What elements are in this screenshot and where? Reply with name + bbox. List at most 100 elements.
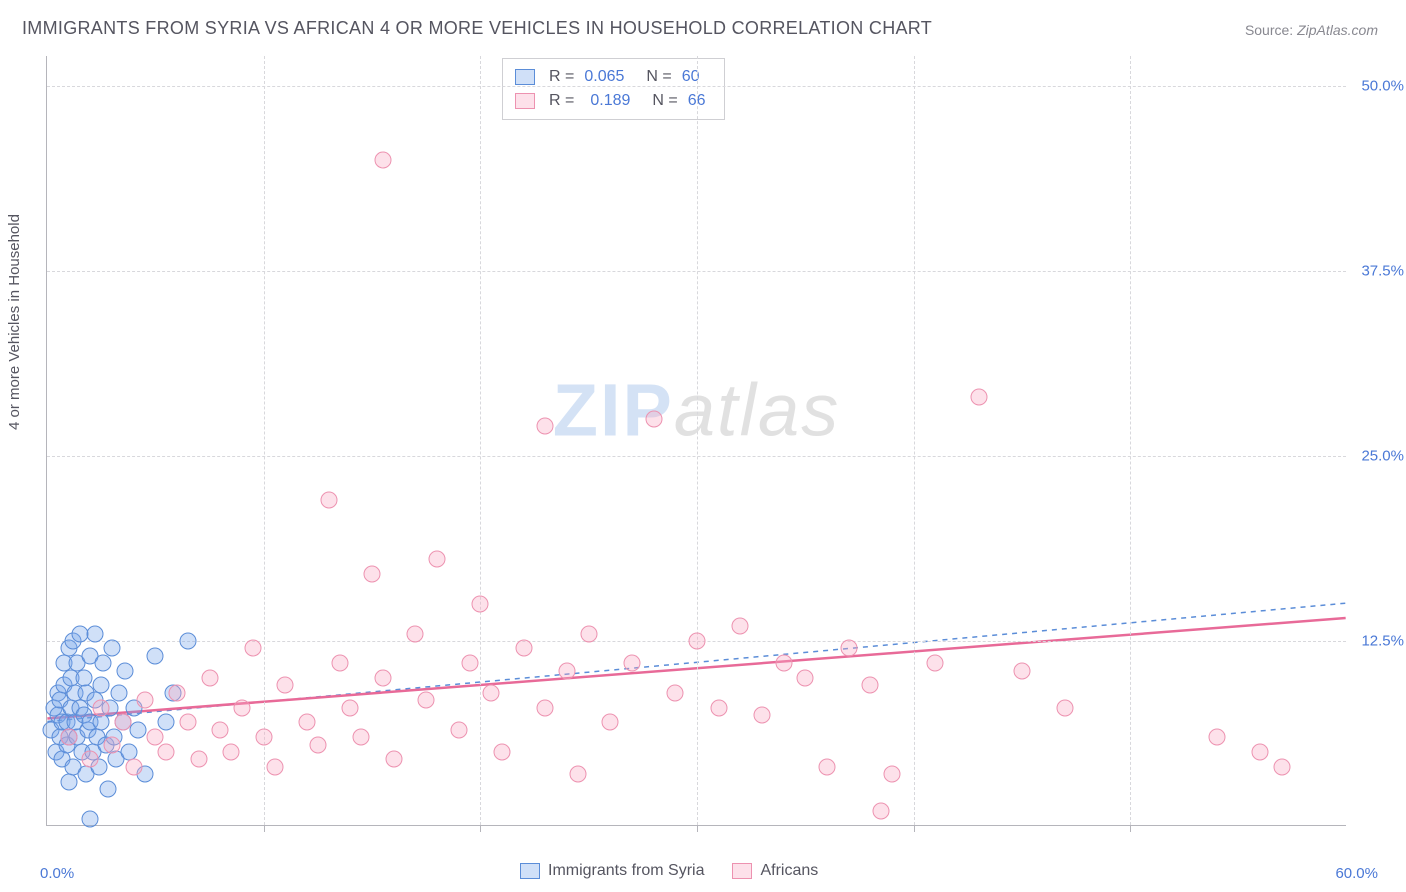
data-point xyxy=(450,721,467,738)
data-point xyxy=(710,699,727,716)
data-point xyxy=(86,625,103,642)
data-point xyxy=(1274,758,1291,775)
legend-item-african: Africans xyxy=(732,862,818,880)
data-point xyxy=(234,699,251,716)
x-tick xyxy=(264,825,265,832)
data-point xyxy=(407,625,424,642)
data-point xyxy=(819,758,836,775)
data-point xyxy=(104,736,121,753)
source-label: Source: xyxy=(1245,22,1293,38)
data-point xyxy=(364,566,381,583)
watermark-atlas: atlas xyxy=(674,368,840,451)
legend-item-syria: Immigrants from Syria xyxy=(520,862,704,880)
data-point xyxy=(60,773,77,790)
data-point xyxy=(1014,662,1031,679)
data-point xyxy=(732,618,749,635)
n-label: N = xyxy=(646,68,671,86)
data-point xyxy=(110,684,127,701)
data-point xyxy=(158,714,175,731)
data-point xyxy=(689,632,706,649)
data-point xyxy=(537,418,554,435)
y-tick-label: 25.0% xyxy=(1361,447,1404,464)
data-point xyxy=(99,780,116,797)
data-point xyxy=(82,810,99,827)
data-point xyxy=(255,729,272,746)
data-point xyxy=(93,714,110,731)
data-point xyxy=(559,662,576,679)
gridline-v xyxy=(914,56,915,825)
data-point xyxy=(136,692,153,709)
data-point xyxy=(130,721,147,738)
data-point xyxy=(840,640,857,657)
r-label: R = xyxy=(549,68,574,86)
y-axis-label: 4 or more Vehicles in Household xyxy=(6,214,23,430)
gridline-v xyxy=(1130,56,1131,825)
data-point xyxy=(331,655,348,672)
data-point xyxy=(299,714,316,731)
y-tick-label: 12.5% xyxy=(1361,632,1404,649)
data-point xyxy=(374,669,391,686)
data-point xyxy=(104,640,121,657)
data-point xyxy=(60,729,77,746)
data-point xyxy=(385,751,402,768)
data-point xyxy=(797,669,814,686)
y-tick-label: 50.0% xyxy=(1361,77,1404,94)
gridline-v xyxy=(480,56,481,825)
data-point xyxy=(342,699,359,716)
data-point xyxy=(223,743,240,760)
data-point xyxy=(114,714,131,731)
r-label: R = xyxy=(549,92,574,110)
data-point xyxy=(645,410,662,427)
data-point xyxy=(125,758,142,775)
data-point xyxy=(1252,743,1269,760)
data-point xyxy=(93,677,110,694)
x-axis-max-label: 60.0% xyxy=(1335,865,1378,882)
data-point xyxy=(775,655,792,672)
n-label: N = xyxy=(652,92,677,110)
x-tick xyxy=(1130,825,1131,832)
x-tick xyxy=(914,825,915,832)
x-axis-min-label: 0.0% xyxy=(40,865,74,882)
data-point xyxy=(1209,729,1226,746)
x-tick xyxy=(697,825,698,832)
data-point xyxy=(353,729,370,746)
r-value: 0.065 xyxy=(584,68,624,86)
data-point xyxy=(212,721,229,738)
data-point xyxy=(754,706,771,723)
data-point xyxy=(873,803,890,820)
x-tick xyxy=(480,825,481,832)
data-point xyxy=(179,714,196,731)
data-point xyxy=(309,736,326,753)
legend-label: Immigrants from Syria xyxy=(548,862,704,880)
data-point xyxy=(201,669,218,686)
scatter-plot-area: ZIPatlas R = 0.065 N = 60 R = 0.189 N = … xyxy=(46,56,1346,826)
data-point xyxy=(93,699,110,716)
data-point xyxy=(472,595,489,612)
data-point xyxy=(580,625,597,642)
data-point xyxy=(1057,699,1074,716)
data-point xyxy=(374,151,391,168)
chart-title: IMMIGRANTS FROM SYRIA VS AFRICAN 4 OR MO… xyxy=(22,18,932,39)
data-point xyxy=(862,677,879,694)
data-point xyxy=(418,692,435,709)
data-point xyxy=(147,647,164,664)
data-point xyxy=(320,492,337,509)
data-point xyxy=(884,766,901,783)
data-point xyxy=(494,743,511,760)
data-point xyxy=(569,766,586,783)
data-point xyxy=(667,684,684,701)
bottom-legend: Immigrants from Syria Africans xyxy=(520,862,818,880)
data-point xyxy=(179,632,196,649)
data-point xyxy=(277,677,294,694)
data-point xyxy=(266,758,283,775)
r-value: 0.189 xyxy=(590,92,630,110)
data-point xyxy=(158,743,175,760)
data-point xyxy=(970,388,987,405)
gridline-v xyxy=(697,56,698,825)
legend-label: Africans xyxy=(760,862,818,880)
data-point xyxy=(461,655,478,672)
data-point xyxy=(602,714,619,731)
swatch-icon xyxy=(520,863,540,879)
data-point xyxy=(117,662,134,679)
data-point xyxy=(927,655,944,672)
